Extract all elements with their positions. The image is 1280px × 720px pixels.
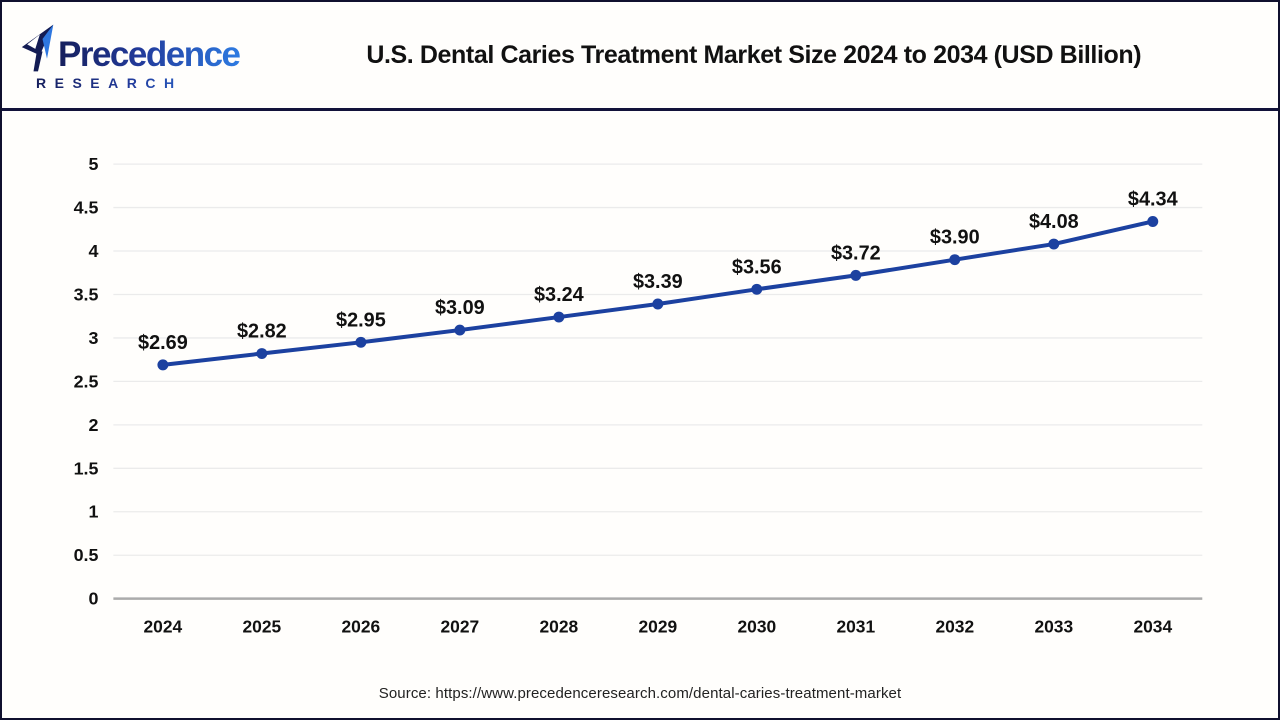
data-label: $3.56 bbox=[732, 256, 782, 278]
logo-row: Precedence bbox=[20, 22, 241, 74]
header: Precedence RESEARCH U.S. Dental Caries T… bbox=[2, 2, 1278, 108]
data-point bbox=[256, 348, 268, 360]
x-tick-label: 2024 bbox=[144, 616, 183, 636]
data-label: $2.82 bbox=[237, 321, 287, 343]
page-title: U.S. Dental Caries Treatment Market Size… bbox=[366, 40, 1142, 69]
data-point bbox=[157, 359, 169, 371]
header-divider bbox=[2, 108, 1278, 111]
data-label: $3.39 bbox=[633, 271, 683, 293]
data-label: $3.90 bbox=[930, 227, 980, 249]
y-tick-label: 0.5 bbox=[74, 545, 99, 565]
y-tick-label: 3 bbox=[89, 328, 99, 348]
y-tick-label: 3.5 bbox=[74, 284, 99, 304]
y-tick-label: 2.5 bbox=[74, 371, 99, 391]
data-point bbox=[949, 254, 961, 266]
logo-subtitle: RESEARCH bbox=[36, 75, 240, 91]
data-point bbox=[751, 283, 763, 295]
y-tick-label: 4 bbox=[89, 241, 99, 261]
footer: Source: https://www.precedenceresearch.c… bbox=[2, 685, 1278, 702]
data-label: $4.08 bbox=[1029, 211, 1079, 233]
data-point bbox=[454, 324, 466, 336]
data-point bbox=[1147, 216, 1159, 227]
x-tick-label: 2029 bbox=[638, 616, 677, 636]
data-point bbox=[850, 269, 862, 281]
data-label: $3.09 bbox=[435, 297, 485, 319]
x-tick-label: 2028 bbox=[539, 616, 578, 636]
x-tick-label: 2026 bbox=[342, 616, 381, 636]
x-tick-label: 2030 bbox=[737, 616, 776, 636]
y-tick-label: 0 bbox=[89, 589, 99, 609]
y-tick-label: 2 bbox=[89, 415, 99, 435]
data-point bbox=[1048, 238, 1060, 250]
data-label: $3.24 bbox=[534, 284, 584, 306]
x-tick-label: 2033 bbox=[1034, 616, 1073, 636]
x-tick-label: 2031 bbox=[836, 616, 875, 636]
y-tick-label: 1.5 bbox=[74, 458, 99, 478]
y-tick-label: 1 bbox=[89, 502, 99, 522]
data-point bbox=[355, 336, 367, 348]
data-point bbox=[652, 298, 664, 310]
paper-plane-icon bbox=[21, 24, 54, 71]
source-line: Source: https://www.precedenceresearch.c… bbox=[378, 685, 902, 702]
x-tick-label: 2032 bbox=[935, 616, 974, 636]
y-tick-label: 4.5 bbox=[74, 198, 99, 218]
series-line bbox=[160, 219, 1155, 367]
data-point bbox=[553, 311, 565, 323]
x-tick-label: 2027 bbox=[441, 616, 480, 636]
data-label: $3.72 bbox=[831, 242, 881, 264]
x-tick-label: 2025 bbox=[243, 616, 282, 636]
data-label: $2.69 bbox=[138, 332, 188, 354]
x-tick-label: 2034 bbox=[1133, 616, 1172, 636]
y-tick-label: 5 bbox=[89, 154, 99, 174]
data-label: $2.95 bbox=[336, 309, 386, 331]
logo-wordmark: Precedence bbox=[58, 34, 241, 74]
logo: Precedence RESEARCH bbox=[20, 20, 241, 91]
data-label: $4.34 bbox=[1128, 189, 1178, 211]
